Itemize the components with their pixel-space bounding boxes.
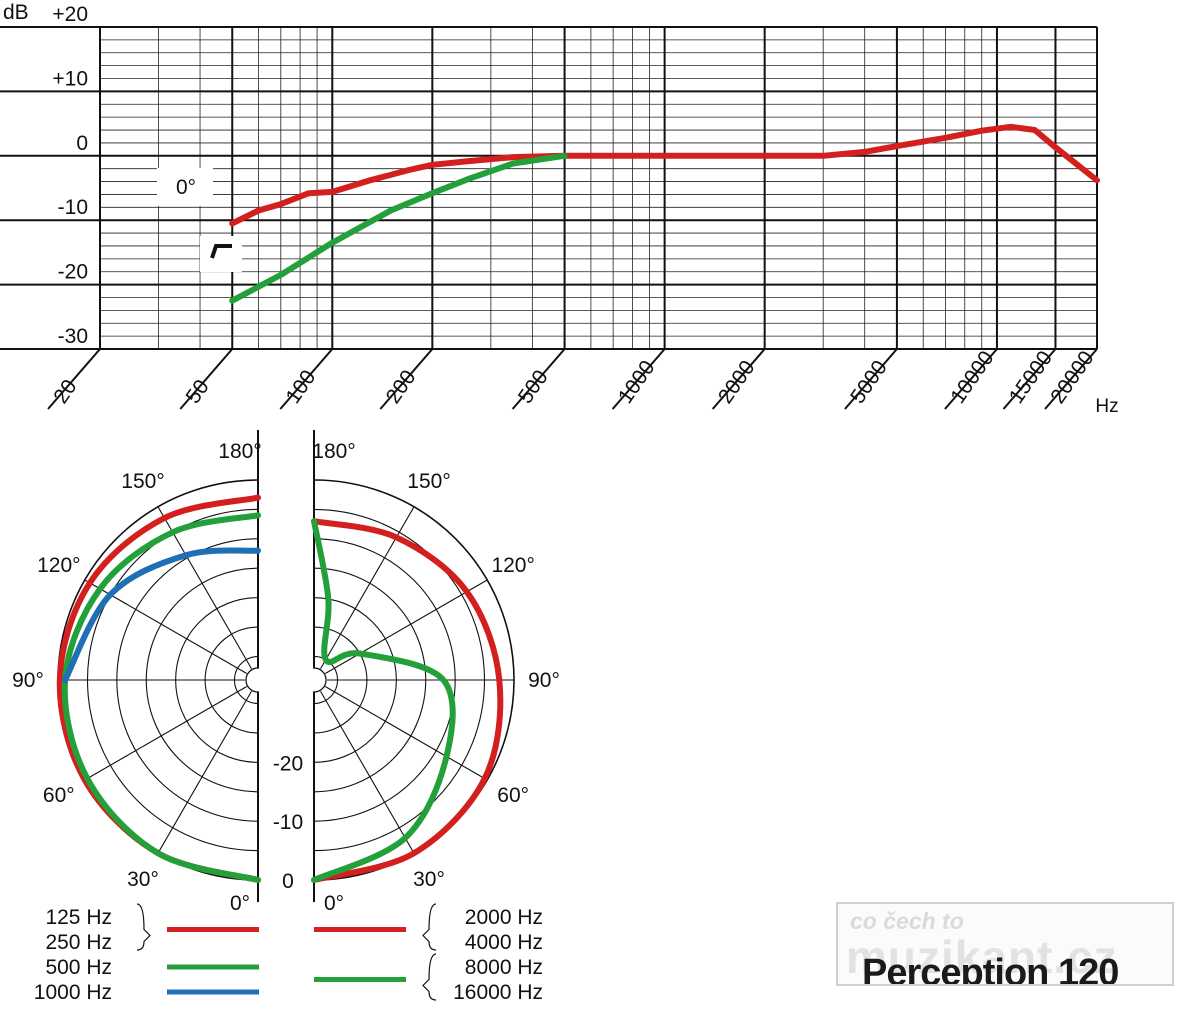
polar-pattern-chart: 0° 0° 30° 30° 60° 60° 90° 90° 120° 120° 150° 150° 18… — [12, 430, 560, 1004]
legend-brace — [422, 903, 437, 951]
brand-box: co čech to muzikant.cz Perception 120 — [836, 902, 1174, 986]
left-angle-label: 150° — [121, 470, 164, 493]
right-angle-label: 180° — [312, 440, 355, 463]
polar-spoke — [324, 686, 488, 781]
x-tick-label: 10000 — [946, 347, 998, 408]
y-tick-label: -30 — [58, 325, 88, 348]
polar-spoke — [157, 690, 252, 854]
legend-brace — [422, 953, 437, 1001]
grid — [0, 26, 1098, 350]
legend-left-label: 125 Hz — [45, 906, 112, 929]
x-tick-mark — [379, 348, 434, 410]
x-tick-mark — [944, 348, 998, 410]
y-tick-label: +10 — [52, 67, 88, 90]
x-tick-mark — [711, 348, 766, 410]
legend-brace — [136, 903, 151, 951]
x-tick-label: 15000 — [1005, 347, 1057, 408]
legend-right-label: 8000 Hz — [465, 956, 543, 979]
left-angle-label: 30° — [127, 868, 159, 891]
x-tick-mark — [1002, 348, 1057, 410]
left-angle-label: 90° — [12, 669, 44, 692]
legend-left-label: 500 Hz — [45, 956, 112, 979]
legend-right-label: 4000 Hz — [465, 931, 543, 954]
right-angle-label: 30° — [413, 868, 445, 891]
polar-spoke — [324, 579, 488, 674]
left-angle-label: 0° — [230, 892, 250, 915]
polar-gap — [259, 666, 313, 694]
annotation-box — [157, 168, 213, 206]
polar-series-right-4 — [311, 518, 456, 883]
left-angle-label: 120° — [37, 554, 80, 577]
right-angle-label: 60° — [497, 784, 529, 807]
watermark-line1: co čech to — [850, 908, 964, 934]
x-tick-label: 20000 — [1046, 347, 1098, 408]
legend-right-label: 16000 Hz — [453, 981, 543, 1004]
y-tick-label: -20 — [58, 261, 88, 284]
x-tick-mark — [279, 348, 334, 410]
polar-series-left-2 — [62, 547, 261, 683]
polar-spoke — [320, 506, 415, 670]
x-tick-mark — [179, 348, 234, 410]
symbol-box — [200, 236, 242, 272]
x-tick-mark — [1044, 348, 1098, 410]
y-tick-label: -10 — [58, 196, 88, 219]
x-unit-label: Hz — [1095, 396, 1118, 417]
right-angle-label: 90° — [528, 669, 560, 692]
cutoff-symbol — [210, 244, 232, 259]
series-line-1 — [229, 152, 568, 304]
left-angle-label: 60° — [43, 784, 75, 807]
model-name: Perception 120 — [862, 952, 1119, 986]
watermark-line2: muzikant.cz — [846, 931, 1118, 983]
polar-series-left-1 — [61, 512, 261, 883]
right-angle-label: 120° — [491, 554, 534, 577]
radial-label: 0 — [282, 870, 294, 893]
right-angle-label: 0° — [324, 892, 344, 915]
left-angle-label: 180° — [218, 440, 261, 463]
polar-series-right-3 — [311, 518, 504, 883]
radial-label: -20 — [273, 752, 303, 775]
y-unit-label: dB — [3, 1, 29, 24]
x-tick-mark — [844, 348, 898, 410]
radial-label: -10 — [273, 811, 303, 834]
polar-spoke — [320, 690, 415, 854]
legend-left-label: 1000 Hz — [34, 981, 112, 1004]
annotation-label: 0° — [176, 176, 196, 199]
polar-spoke — [84, 686, 248, 781]
x-tick-mark — [47, 348, 101, 410]
legend-right-label: 2000 Hz — [465, 906, 543, 929]
frequency-response-chart: 20 50 100 200 500 1000 2000 5000 10000 1500020000… — [0, 1, 1119, 417]
y-tick-label: +20 — [52, 3, 88, 26]
x-tick-mark — [611, 348, 666, 410]
series-line-0 — [229, 123, 1100, 227]
right-angle-label: 150° — [407, 470, 450, 493]
x-tick-mark — [511, 348, 566, 410]
legend-left-label: 250 Hz — [45, 931, 112, 954]
polar-series-left-0 — [56, 494, 261, 883]
y-tick-label: 0 — [76, 132, 88, 155]
